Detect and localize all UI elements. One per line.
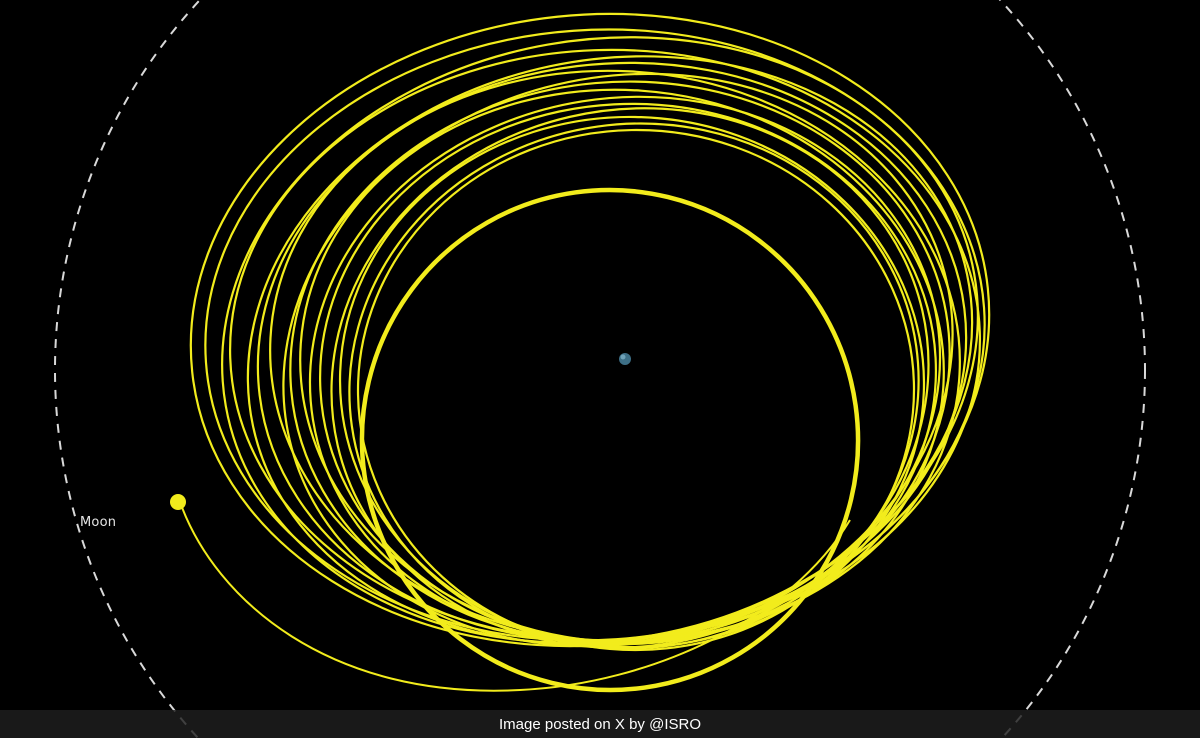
trajectory-loop — [318, 102, 938, 646]
trajectory-loop — [221, 36, 979, 644]
trajectory-loop — [330, 107, 930, 649]
earth-icon — [619, 353, 631, 365]
caption-text: Image posted on X by @ISRO — [499, 715, 701, 733]
moon-orbit-path — [54, 0, 1146, 738]
trajectory-departure-arc — [179, 501, 851, 692]
trajectory-loop — [246, 55, 974, 645]
spacecraft-trajectory — [189, 12, 991, 652]
trajectory-loop — [338, 115, 926, 649]
trajectory-loop — [282, 72, 954, 648]
trajectory-loop — [356, 128, 916, 652]
trajectory-loop — [308, 95, 942, 645]
trajectory-loop — [189, 12, 991, 648]
spacecraft-dot-icon — [170, 494, 186, 510]
trajectory-loop — [348, 122, 920, 650]
moon-label: Moon — [80, 515, 117, 530]
caption-bar: Image posted on X by @ISRO — [0, 710, 1200, 738]
trajectory-inner-loop — [359, 187, 861, 693]
trajectory-loop — [256, 61, 968, 643]
trajectory-loop — [299, 88, 945, 644]
